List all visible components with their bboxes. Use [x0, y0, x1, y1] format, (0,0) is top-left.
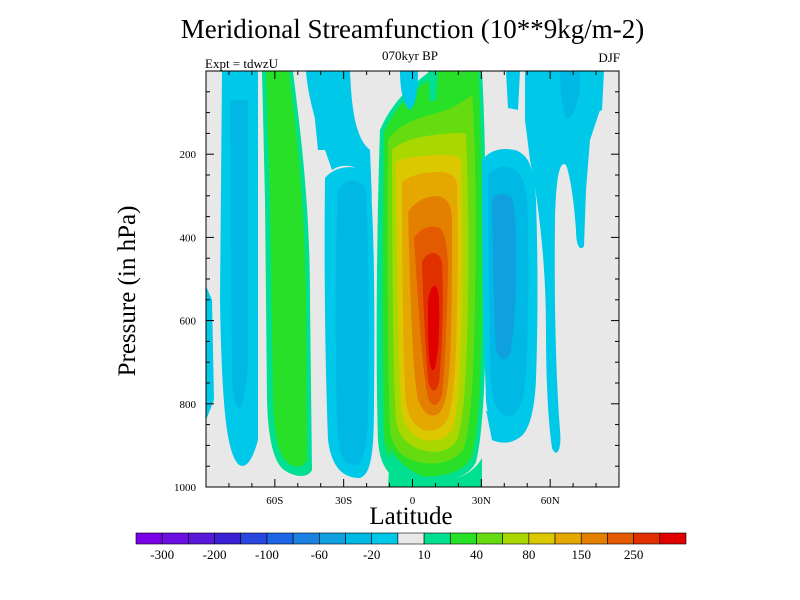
band-sh-polar-inner	[230, 100, 248, 408]
x-tick-label: 30N	[472, 495, 491, 507]
colorbar-swatch	[214, 532, 242, 545]
x-tick-label: 60N	[541, 495, 560, 507]
colorbar-swatch	[266, 532, 294, 545]
y-tick-label: 800	[180, 399, 197, 411]
colorbar-label: 250	[624, 547, 644, 562]
nh-high-outer	[525, 71, 600, 453]
y-tick-label: 200	[180, 149, 197, 161]
low-neg-edge	[486, 410, 520, 443]
colorbar-swatch	[633, 532, 661, 545]
colorbar-swatch	[554, 532, 582, 545]
x-tick-label: 30S	[335, 495, 352, 507]
top-small-a	[400, 71, 418, 110]
colorbar-label: 40	[470, 547, 483, 562]
band-sh-pos-inner	[266, 71, 307, 467]
colorbar-swatch	[397, 532, 425, 545]
colorbar-label: -60	[311, 547, 328, 562]
colorbar-label: 80	[522, 547, 535, 562]
colorbar-swatch	[319, 532, 346, 545]
colorbar-label: 10	[418, 547, 431, 562]
chart-title: Meridional Streamfunction (10**9kg/m-2)	[180, 14, 645, 44]
band-sh-edge	[206, 286, 214, 420]
colorbar-swatch	[449, 532, 477, 545]
colorbar-label: -20	[363, 547, 380, 562]
top-small-b	[428, 71, 438, 102]
axis-ticks: 60S 30S 0 30N 60N 200 400 600 800 1000	[174, 71, 619, 507]
contour-fields	[206, 71, 604, 487]
colorbar-swatch	[476, 532, 503, 545]
colorbar-swatch	[292, 532, 320, 545]
colorbar-swatch	[607, 532, 634, 545]
colorbar-swatch	[528, 532, 556, 545]
band-sh-neg-b-inner	[335, 181, 369, 465]
colorbar-swatch	[161, 532, 189, 545]
colorbar-swatch	[580, 532, 608, 545]
y-tick-label: 1000	[174, 482, 197, 494]
x-axis-label: Latitude	[369, 503, 453, 530]
nh-high-inner	[560, 71, 580, 119]
nh-top-strip	[506, 71, 520, 110]
colorbar-label: -100	[255, 547, 279, 562]
colorbar-swatch	[423, 532, 451, 545]
band-sh-neg-c	[312, 90, 328, 150]
chart-subtitle: 070kyr BP	[382, 48, 438, 63]
y-tick-label: 400	[180, 232, 197, 244]
colorbar-swatch	[659, 532, 687, 545]
ferrel-inner	[492, 193, 516, 359]
colorbar: -300 -200 -100 -60 -20 10 40 80 150 250	[135, 532, 687, 562]
y-tick-label: 600	[180, 316, 197, 328]
colorbar-swatch	[240, 532, 268, 545]
colorbar-label: -200	[203, 547, 227, 562]
plot-area: 60S 30S 0 30N 60N 200 400 600 800 1000	[174, 70, 620, 507]
colorbar-swatch	[188, 532, 215, 545]
x-tick-label: 60S	[266, 495, 283, 507]
colorbar-swatch	[502, 532, 530, 545]
colorbar-swatch	[345, 532, 373, 545]
colorbar-label: -300	[150, 547, 174, 562]
experiment-label: Expt = tdwzU	[205, 56, 279, 71]
season-label: DJF	[598, 50, 620, 65]
colorbar-label: 150	[571, 547, 591, 562]
colorbar-swatch	[371, 532, 399, 545]
nh-polar-strip	[597, 71, 604, 112]
x-tick-label: 0	[410, 495, 416, 507]
low-pos-edge	[388, 448, 482, 487]
colorbar-swatch	[135, 532, 163, 545]
hadley-core	[428, 285, 440, 371]
